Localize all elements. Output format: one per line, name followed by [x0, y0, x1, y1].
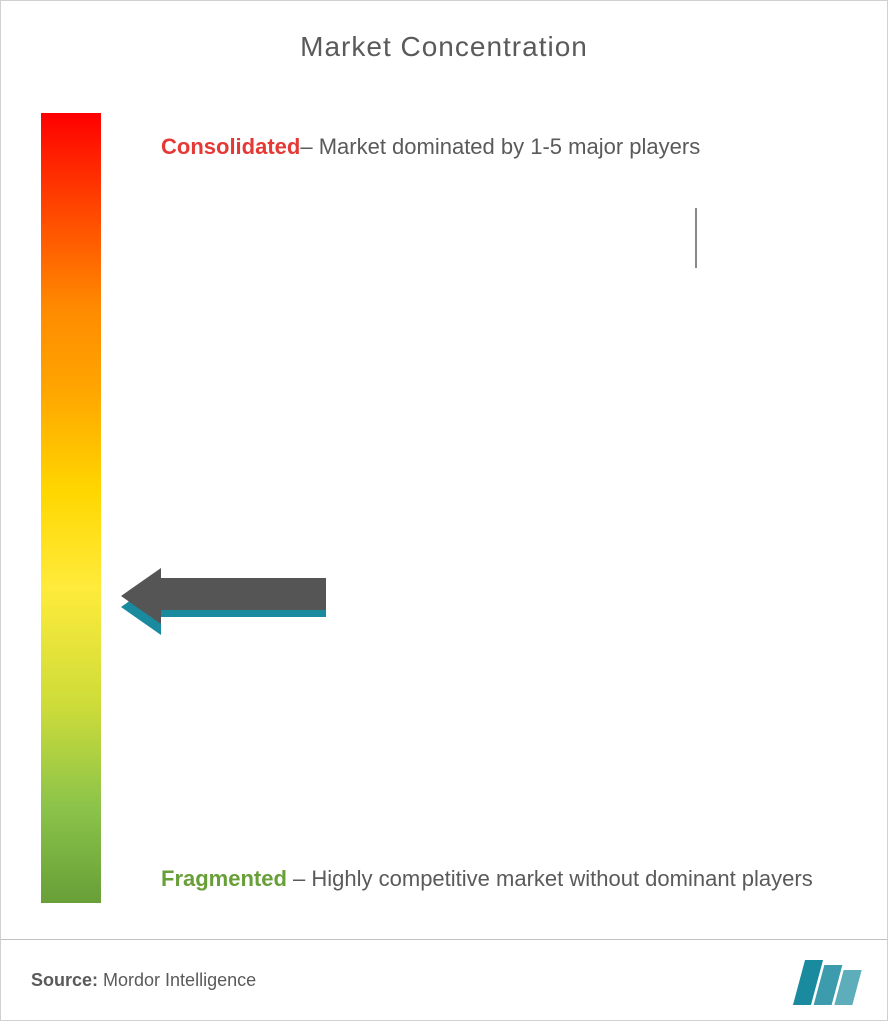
arrow-head-icon	[121, 568, 161, 624]
fragmented-label: Fragmented – Highly competitive market w…	[161, 855, 813, 903]
page-title: Market Concentration	[31, 31, 857, 63]
source-label: Source:	[31, 970, 98, 990]
concentration-gradient-bar	[41, 113, 101, 903]
infographic-container: Market Concentration Consolidated– Marke…	[0, 0, 888, 1021]
mordor-logo-icon	[799, 955, 857, 1005]
content-area: Consolidated– Market dominated by 1-5 ma…	[31, 103, 857, 923]
source-text: Mordor Intelligence	[98, 970, 256, 990]
indicator-arrow	[121, 573, 321, 623]
footer: Source: Mordor Intelligence	[1, 939, 887, 1020]
arrow-shaft	[156, 578, 326, 610]
consolidated-label: Consolidated– Market dominated by 1-5 ma…	[161, 123, 700, 171]
consolidated-rest-text: – Market dominated by 1-5 major players	[300, 134, 700, 159]
consolidated-bold-text: Consolidated	[161, 134, 300, 159]
side-marker-line	[695, 208, 697, 268]
source-citation: Source: Mordor Intelligence	[31, 970, 256, 991]
fragmented-bold-text: Fragmented	[161, 866, 287, 891]
fragmented-rest-text: – Highly competitive market without domi…	[287, 866, 813, 891]
